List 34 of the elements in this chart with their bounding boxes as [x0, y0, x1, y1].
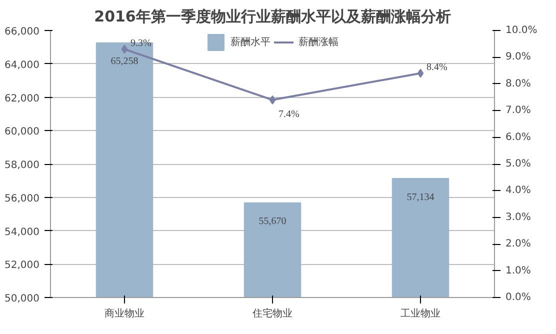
y2-tick-label: 7.0% [506, 105, 531, 116]
data-label: 57,134 [406, 192, 434, 203]
y2-tick-label: 9.0% [506, 52, 531, 63]
y2-tick-label: 1.0% [506, 265, 531, 276]
chart-title: 2016年第一季度物业行业薪酬水平以及薪酬涨幅分析 [94, 8, 451, 26]
point [121, 44, 128, 54]
y-tick-label: 60,000 [4, 126, 40, 138]
y2-tick-label: 10.0% [506, 25, 538, 36]
point [417, 68, 424, 78]
y-tick-label: 54,000 [4, 226, 40, 238]
y-tick-label: 64,000 [4, 60, 40, 71]
x-tick-label: 工业物业 [400, 308, 440, 320]
data-label: 55,670 [258, 216, 286, 228]
y2-tick-label: 0.0% [506, 292, 531, 303]
y-tick-label: 56,000 [4, 193, 40, 204]
y-tick-label: 58,000 [4, 160, 40, 171]
x-tick-label: 商业物业 [104, 308, 144, 320]
y2-tick-label: 5.0% [506, 158, 531, 170]
y2-tick-label: 6.0% [506, 132, 531, 143]
data-label: 7.4% [278, 108, 300, 120]
data-label: 8.4% [426, 62, 448, 74]
x-tick-label: 住宅物业 [252, 308, 292, 320]
y2-tick-label: 2.0% [506, 238, 531, 250]
y-tick-label: 66,000 [4, 26, 40, 38]
legend-label: 薪酬水平 [230, 36, 270, 49]
y-tick-label: 52,000 [4, 260, 40, 272]
y2-tick-label: 8.0% [506, 78, 531, 90]
y-tick-label: 50,000 [4, 294, 40, 304]
y2-tick-label: 3.0% [506, 212, 531, 223]
legend-label: 薪酬涨幅 [298, 36, 338, 49]
data-label: 65,258 [110, 56, 138, 68]
point [269, 95, 276, 104]
y2-tick-label: 4.0% [506, 185, 531, 196]
y-tick-label: 62,000 [4, 93, 40, 104]
